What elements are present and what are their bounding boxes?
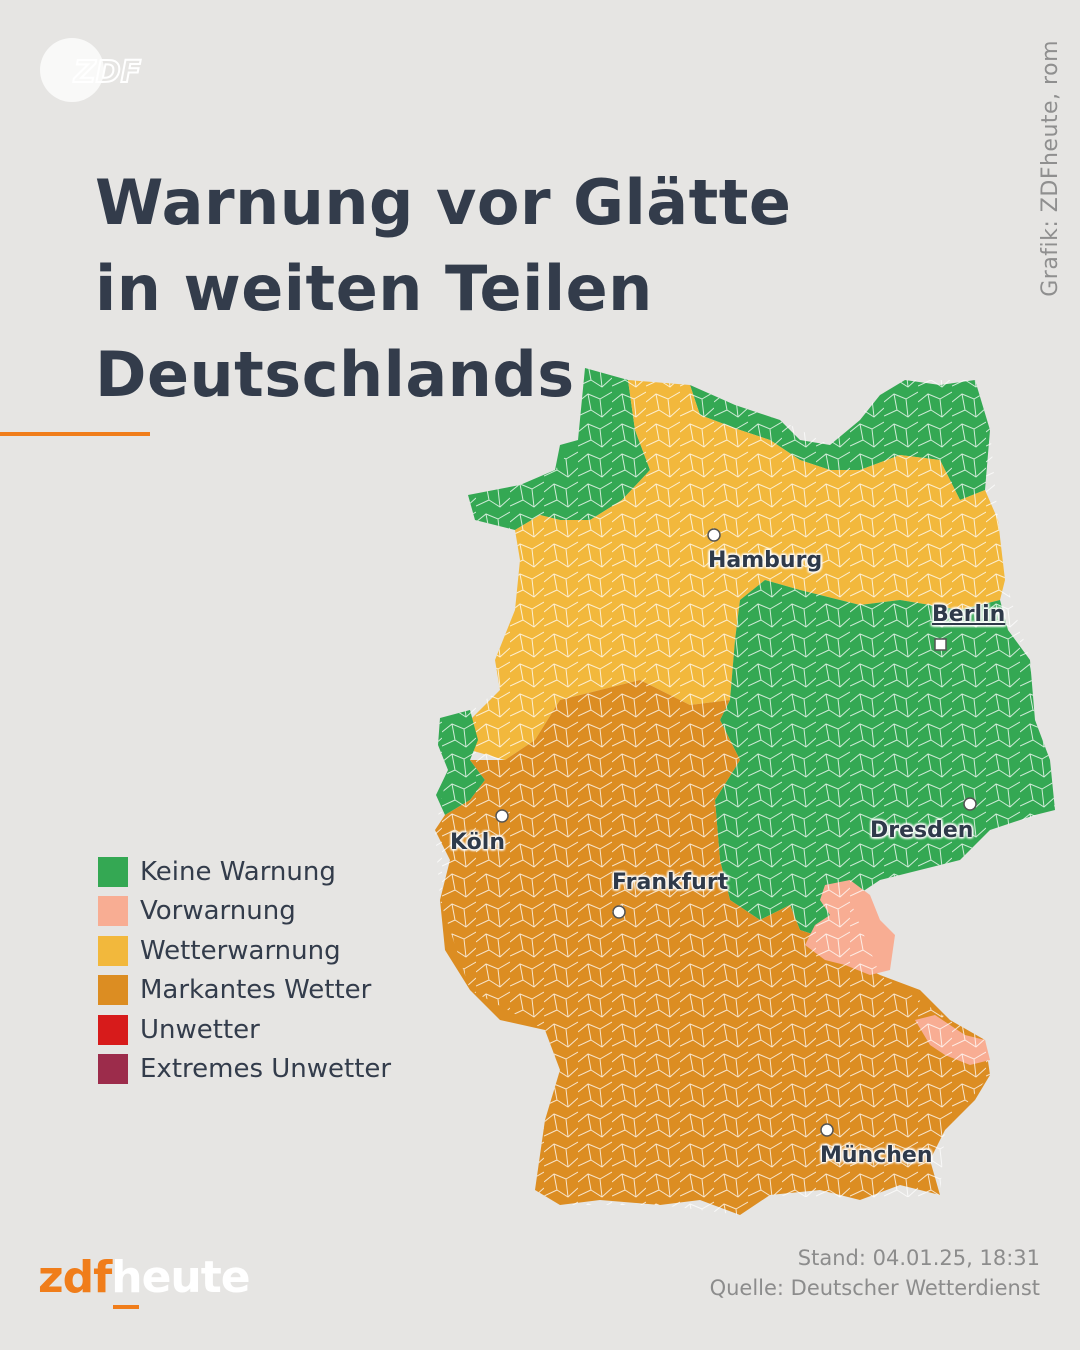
muenchen-marker <box>820 1123 834 1137</box>
zdf-logo: ZDF <box>40 38 143 102</box>
legend-item: Keine Warnung <box>98 852 391 892</box>
germany-warning-map <box>435 368 1055 1215</box>
title-line-1: Warnung vor Glätte <box>95 166 792 239</box>
city-label-koeln: Köln <box>450 830 505 855</box>
quelle-text: Quelle: Deutscher Wetterdienst <box>709 1276 1040 1300</box>
dresden-marker <box>963 797 977 811</box>
legend-label: Markantes Wetter <box>140 975 372 1006</box>
legend-label: Unwetter <box>140 1014 260 1045</box>
legend-swatch <box>98 1014 128 1045</box>
graphic-credit: Grafik: ZDFheute, rom <box>1038 40 1063 297</box>
legend-label: Extremes Unwetter <box>140 1054 392 1085</box>
stand-text: Stand: 04.01.25, 18:31 <box>797 1246 1040 1270</box>
legend-item: Unwetter <box>98 1010 391 1050</box>
legend-swatch <box>98 975 128 1006</box>
frankfurt-marker <box>612 905 626 919</box>
legend-swatch <box>98 1054 128 1085</box>
city-label-dresden: Dresden <box>870 818 974 843</box>
legend-item: Extremes Unwetter <box>98 1050 391 1090</box>
title-line-2: in weiten Teilen <box>95 252 653 325</box>
brand-heute: heute <box>111 1252 250 1303</box>
svg-text:ZDF: ZDF <box>73 55 142 90</box>
page-title: Warnung vor Glätte in weiten Teilen Deut… <box>95 160 855 418</box>
hamburg-marker <box>707 528 721 542</box>
legend-item: Markantes Wetter <box>98 971 391 1011</box>
legend-item: Vorwarnung <box>98 892 391 932</box>
legend-swatch <box>98 896 128 927</box>
source-footer: Stand: 04.01.25, 18:31 Quelle: Deutscher… <box>710 1243 1040 1303</box>
legend-label: Keine Warnung <box>140 856 336 887</box>
koeln-marker <box>495 809 509 823</box>
legend-item: Wetterwarnung <box>98 931 391 971</box>
map-legend: Keine Warnung Vorwarnung Wetterwarnung M… <box>98 852 391 1089</box>
brand-zdf: zdf <box>38 1252 112 1303</box>
legend-swatch <box>98 856 128 887</box>
city-label-muenchen: München <box>820 1143 933 1168</box>
city-label-frankfurt: Frankfurt <box>612 870 729 895</box>
legend-label: Vorwarnung <box>140 896 296 927</box>
title-accent-line <box>0 432 150 436</box>
city-label-hamburg: Hamburg <box>708 548 823 573</box>
berlin-marker <box>934 638 947 651</box>
city-label-berlin: Berlin <box>932 602 1006 627</box>
zdfheute-brand-logo: zdfheute <box>38 1252 251 1303</box>
legend-swatch <box>98 935 128 966</box>
legend-label: Wetterwarnung <box>140 935 341 966</box>
title-line-3: Deutschlands <box>95 338 575 411</box>
